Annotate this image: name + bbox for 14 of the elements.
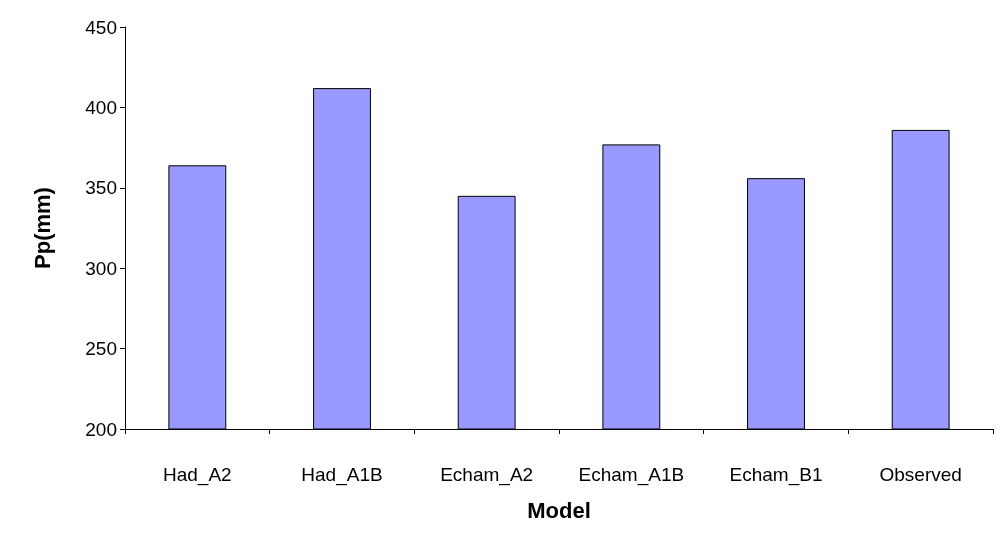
y-tick-label: 200 [85,418,117,440]
y-tick-label: 300 [85,257,117,279]
y-tick-label: 350 [85,177,117,199]
x-tick-label: Had_A1B [301,464,383,486]
x-tick-label: Echam_A2 [440,464,534,486]
x-tick-label: Echam_B1 [729,464,823,486]
y-axis-title: Pp(mm) [29,187,55,269]
x-tick-label: Observed [879,464,962,485]
x-tick-label: Had_A2 [163,464,232,486]
y-tick-label: 450 [85,16,117,38]
x-axis-title: Model [527,497,591,523]
x-tick-label: Echam_A1B [578,464,685,486]
y-tick-label: 250 [85,338,117,360]
y-tick-label: 400 [85,96,117,118]
